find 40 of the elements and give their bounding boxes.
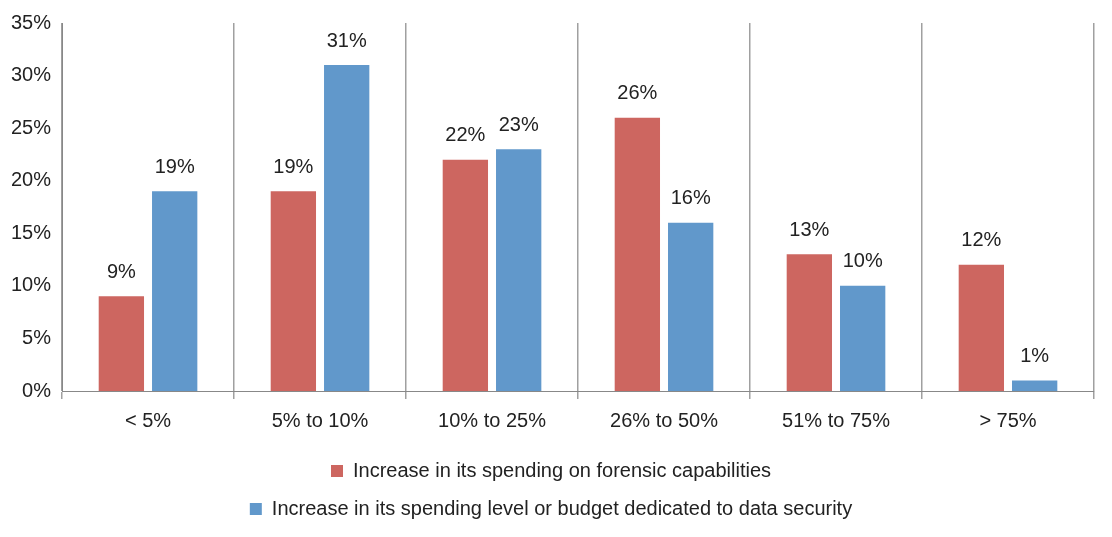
x-tick-label: 10% to 25% (438, 408, 547, 431)
y-tick-label: 30% (11, 63, 52, 86)
x-tick-label: 51% to 75% (782, 408, 891, 431)
data-label: 13% (789, 217, 830, 240)
x-tick-label: > 75% (979, 408, 1037, 431)
data-label: 26% (617, 81, 658, 104)
data-label: 19% (154, 154, 195, 177)
data-label: 31% (326, 28, 367, 51)
bar (668, 222, 714, 391)
data-label: 9% (106, 259, 137, 282)
bar (496, 149, 542, 391)
bar (442, 159, 489, 391)
x-tick-label: < 5% (124, 408, 172, 431)
y-tick-label: 15% (11, 220, 52, 243)
legend-label: Increase in its spending level or budget dedicated to data security (271, 496, 853, 519)
data-label: 22% (445, 123, 486, 146)
x-tick-label: 5% to 10% (271, 408, 369, 431)
data-label: 12% (961, 228, 1002, 251)
legend-label: Increase in its spending on forensic capabilities (352, 458, 772, 481)
y-tick-label: 0% (22, 378, 52, 401)
data-label: 16% (670, 186, 711, 209)
data-label: 23% (498, 112, 539, 135)
bar (840, 285, 886, 391)
bar (152, 191, 198, 391)
bar (98, 296, 145, 391)
data-label: 1% (1020, 344, 1050, 366)
y-tick-label: 5% (22, 325, 52, 348)
bar (1012, 380, 1058, 391)
bar (324, 65, 370, 391)
bar (270, 191, 317, 391)
y-tick-label: 20% (11, 168, 52, 191)
data-label: 19% (273, 154, 314, 177)
y-tick-label: 10% (11, 273, 52, 296)
y-tick-label: 35% (11, 10, 52, 33)
bar (614, 117, 661, 391)
bar (958, 264, 1004, 391)
data-label: 10% (842, 249, 883, 272)
y-tick-label: 25% (11, 115, 52, 138)
bar (786, 254, 833, 391)
x-tick-label: 26% to 50% (610, 408, 719, 431)
